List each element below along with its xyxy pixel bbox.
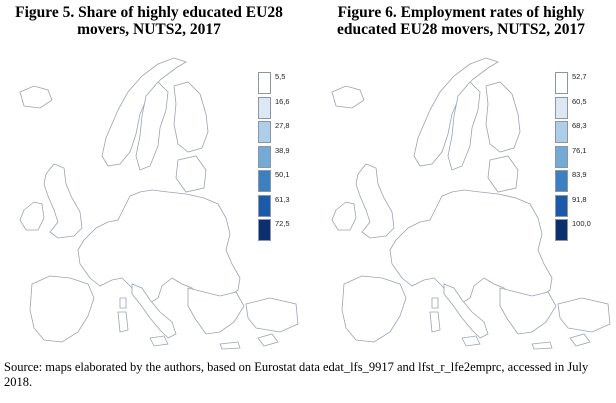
map-region-sicily <box>461 335 481 347</box>
legend-swatch <box>258 194 271 217</box>
legend-swatch <box>258 145 271 168</box>
legend-swatch <box>555 170 568 192</box>
legend-swatch <box>258 96 271 119</box>
map-region-finland <box>173 81 209 153</box>
map-region-sweden <box>447 81 481 171</box>
map-region-iberia <box>341 275 407 343</box>
legend-swatch <box>258 170 271 192</box>
map-region-italy <box>443 283 489 339</box>
map-region-iceland <box>19 85 53 109</box>
map-region-finland <box>485 81 521 153</box>
map-region-italy <box>131 283 177 339</box>
legend-label: 16,6 <box>275 96 290 106</box>
map-region-great-britain <box>355 163 395 239</box>
map-region-baltics <box>487 155 519 193</box>
map-region-balkans <box>187 287 245 335</box>
legend-label: 50,1 <box>275 170 290 179</box>
map-region-iceland <box>331 85 365 109</box>
legend-swatch <box>555 121 568 143</box>
legend-swatch <box>555 96 568 119</box>
legend-swatch <box>555 219 568 241</box>
map-region-iberia <box>29 275 95 343</box>
legend-swatch <box>258 121 271 143</box>
legend-label: 27,8 <box>275 121 290 130</box>
map-region-sicily <box>149 335 169 347</box>
europe-outline <box>331 57 611 350</box>
map-region-turkey <box>245 297 299 333</box>
map-region-sardinia <box>429 311 441 333</box>
map-region-sardinia <box>117 311 129 333</box>
legend-label: 72,5 <box>275 219 290 228</box>
legend-swatch <box>555 72 568 94</box>
legend-swatch <box>555 194 568 217</box>
map-region-crete <box>531 341 553 350</box>
map-region-cyprus <box>569 333 591 347</box>
europe-outline <box>19 57 299 350</box>
source-note: Source: maps elaborated by the authors, … <box>4 360 589 389</box>
map-region-continental-europe <box>389 189 553 305</box>
legend-swatch <box>555 145 568 168</box>
map-region-corsica <box>119 297 127 309</box>
map-region-continental-europe <box>77 189 241 305</box>
legend-label: 60,5 <box>572 96 587 106</box>
legend-label: 52,7 <box>572 72 587 81</box>
map-region-corsica <box>431 297 439 309</box>
legend-label: 61,3 <box>275 194 290 204</box>
map-region-great-britain <box>43 163 83 239</box>
figure-6-map <box>331 57 611 350</box>
map-region-baltics <box>175 155 207 193</box>
map-region-cyprus <box>257 333 279 347</box>
map-region-crete <box>219 341 241 350</box>
map-region-sweden <box>135 81 169 171</box>
map-region-ireland <box>331 201 357 231</box>
legend-swatch <box>258 72 271 94</box>
legend-label: 100,0 <box>572 219 591 228</box>
map-region-ireland <box>19 201 45 231</box>
legend-label: 91,8 <box>572 194 587 204</box>
figure-5-title: Figure 5. Share of highly educated EU28 … <box>15 4 283 38</box>
legend-label: 68,3 <box>572 121 587 130</box>
legend-label: 38,9 <box>275 145 290 155</box>
legend-label: 5,5 <box>275 72 286 81</box>
legend-label: 83,9 <box>572 170 587 179</box>
map-region-balkans <box>499 287 557 335</box>
map-region-turkey <box>557 297 611 333</box>
figure-6-title: Figure 6. Employment rates of highly edu… <box>337 4 585 38</box>
figure-5-map <box>19 57 299 350</box>
legend-swatch <box>258 219 271 241</box>
legend-label: 76,1 <box>572 145 587 155</box>
